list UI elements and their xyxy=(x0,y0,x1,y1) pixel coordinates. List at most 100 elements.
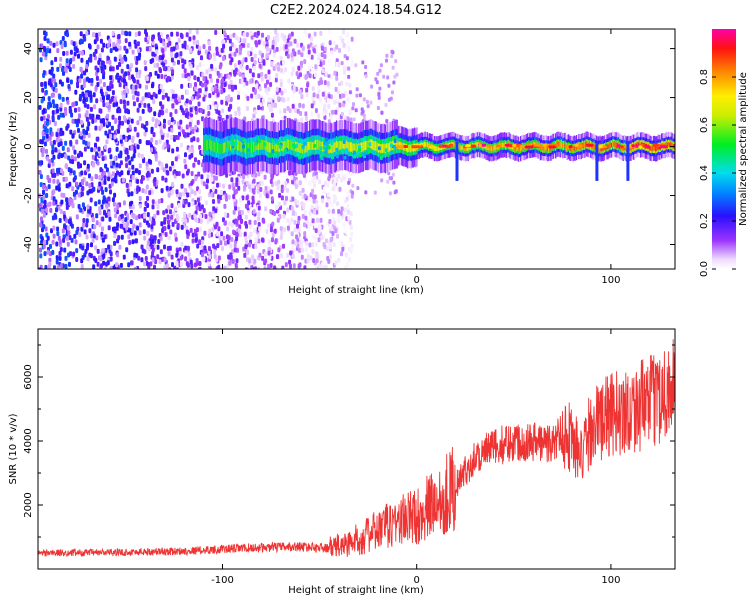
spectrogram-cell xyxy=(198,261,202,266)
spectrogram-cell xyxy=(45,148,48,154)
spectrogram-cell xyxy=(257,233,261,239)
spectrogram-cell xyxy=(151,83,154,89)
spectrogram-cell xyxy=(171,189,174,195)
spectrogram-cell xyxy=(101,199,105,205)
spectrogram-cell xyxy=(297,143,299,153)
spectrogram-cell xyxy=(85,30,89,36)
spectrogram-cell xyxy=(166,246,170,251)
spectrogram-cell xyxy=(394,59,398,64)
spectrogram-cell xyxy=(199,214,202,219)
spectrogram-cell xyxy=(337,141,339,152)
spectrogram-cell xyxy=(120,170,124,176)
spectrogram-cell xyxy=(72,191,76,197)
spectrogram-cell xyxy=(186,132,190,138)
spectrogram-cell xyxy=(181,173,185,179)
spectrogram-cell xyxy=(310,204,314,210)
spectrogram-cell xyxy=(250,142,253,153)
spectrogram-cell xyxy=(264,258,268,264)
spectrogram-heatmap xyxy=(38,29,675,269)
spectrogram-cell xyxy=(312,198,316,204)
spectrogram-cell xyxy=(167,119,171,125)
spectrogram-cell xyxy=(388,191,392,196)
spectrogram-cell xyxy=(280,253,283,259)
spectrogram-cell xyxy=(330,201,334,207)
spectrogram-cell xyxy=(250,34,254,40)
spectrogram-cell xyxy=(69,129,73,135)
spectrogram-cell xyxy=(163,226,167,231)
spectrogram-cell xyxy=(304,142,306,153)
spectrogram-cell xyxy=(57,186,61,192)
spectrogram-cell xyxy=(309,197,313,203)
spectrogram-cell xyxy=(307,44,311,50)
spectrogram-cell xyxy=(43,36,47,41)
spectrogram-cell xyxy=(175,31,179,37)
spectrogram-cell xyxy=(195,258,199,264)
spectrogram-cell xyxy=(592,144,594,150)
spectrogram-cell xyxy=(324,71,328,77)
spectrogram-cell xyxy=(56,108,59,114)
spectrogram-cell xyxy=(276,143,278,154)
spectrogram-cell xyxy=(183,68,187,74)
spectrogram-cell xyxy=(144,201,148,206)
spectrogram-cell xyxy=(80,120,84,125)
spectrogram-cell xyxy=(250,46,254,52)
spectrogram-cell xyxy=(328,254,332,260)
spectrogram-cell xyxy=(56,226,60,232)
spectrogram-cell xyxy=(320,52,324,58)
spectrogram-cell xyxy=(132,78,136,84)
spectrogram-cell xyxy=(38,203,42,209)
spectrogram-cell xyxy=(154,153,158,159)
spectrogram-cell xyxy=(215,257,219,263)
spectrogram-cell xyxy=(171,161,174,166)
spectrogram-cell xyxy=(283,227,286,233)
spectrogram-cell xyxy=(166,75,170,81)
spectrogram-cell xyxy=(220,99,224,105)
spectrogram-cell xyxy=(179,105,183,111)
spectrogram-cell xyxy=(55,103,59,109)
spectrogram-cell xyxy=(314,64,318,70)
spectrogram-cell xyxy=(220,47,224,53)
spectrogram-cell xyxy=(87,121,91,127)
spectrogram-cell xyxy=(42,195,46,201)
spectrogram-cell xyxy=(210,140,212,151)
spectrogram-cell xyxy=(279,82,283,87)
spectrogram-cell xyxy=(46,114,50,120)
spectrogram-cell xyxy=(150,168,154,174)
spectrogram-cell xyxy=(268,254,272,260)
spectrogram-cell xyxy=(68,261,71,267)
spectrogram-cell xyxy=(387,171,391,176)
spectrogram-cell xyxy=(251,199,255,205)
spectrogram-cell xyxy=(131,227,135,233)
spectrogram-cell xyxy=(108,216,112,222)
spectrogram-cell xyxy=(60,199,64,205)
spectrogram-cell xyxy=(164,177,168,183)
spectrogram-cell xyxy=(125,163,129,169)
spectrogram-cell xyxy=(175,213,179,219)
spectrogram-cell xyxy=(311,218,315,224)
spectrogram-cell xyxy=(291,210,295,216)
spectrogram-cell xyxy=(380,144,382,154)
spectrogram-cell xyxy=(275,46,279,52)
spectrogram-cell xyxy=(123,104,127,110)
spectrogram-cell xyxy=(221,108,225,114)
spectrogram-cell xyxy=(249,30,253,36)
spectrogram-cell xyxy=(133,252,137,258)
spectrogram-cell xyxy=(326,192,330,198)
spectrogram-cell xyxy=(376,142,379,152)
spectrogram-cell xyxy=(189,107,193,113)
spectrogram-cell xyxy=(107,176,111,182)
spectrogram-cell xyxy=(261,237,264,243)
spectrogram-cell xyxy=(247,50,251,56)
spectrogram-cell xyxy=(113,155,117,161)
spectrogram-cell xyxy=(337,218,341,224)
spectrogram-cell xyxy=(58,79,62,85)
spectrogram-cell xyxy=(40,43,44,49)
spectrogram-cell xyxy=(112,201,116,207)
spectrogram-cell xyxy=(232,194,236,200)
spectrogram-cell xyxy=(136,97,140,103)
spectrogram-cell xyxy=(227,254,231,260)
spectrogram-cell xyxy=(138,230,142,236)
spectrogram-cell xyxy=(365,99,369,104)
spectrogram-cell xyxy=(59,141,63,147)
spectrogram-cell xyxy=(102,102,106,108)
